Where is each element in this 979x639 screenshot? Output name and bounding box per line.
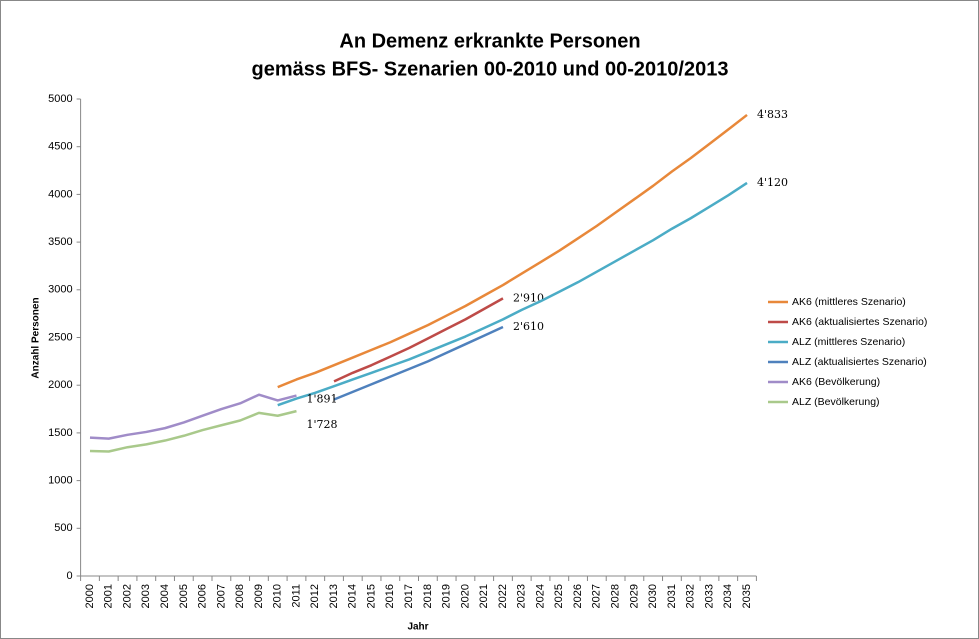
x-tick-label: 2013 [328, 584, 340, 608]
x-tick-label: 2008 [234, 584, 246, 608]
x-tick-label: 2020 [459, 584, 471, 608]
x-tick-label: 2017 [403, 584, 415, 608]
x-tick-label: 2015 [365, 584, 377, 608]
x-tick-label: 2002 [121, 584, 133, 608]
legend-label: ALZ (aktualisiertes Szenario) [792, 356, 927, 368]
x-tick-label: 2006 [197, 584, 209, 608]
data-label: 4'833 [757, 108, 788, 121]
series-line [277, 113, 748, 389]
x-tick-label: 2016 [384, 584, 396, 608]
data-label: 4'120 [757, 176, 788, 189]
x-tick-label: 2027 [591, 584, 603, 608]
y-tick-label: 3500 [48, 236, 72, 248]
legend-label: ALZ (mittleres Szenario) [792, 336, 905, 348]
x-tick-label: 2028 [610, 584, 622, 608]
series-line [333, 297, 504, 383]
x-axis-label: Jahr [407, 622, 428, 633]
x-tick-label: 2031 [666, 584, 678, 608]
x-tick-label: 2000 [84, 584, 96, 608]
y-tick-label: 4500 [48, 141, 72, 153]
x-tick-label: 2005 [178, 584, 190, 608]
x-tick-label: 2011 [290, 584, 302, 608]
data-label: 2'610 [513, 320, 544, 333]
x-tick-label: 2023 [516, 584, 528, 608]
x-tick-label: 2029 [628, 584, 640, 608]
x-tick-label: 2004 [159, 584, 171, 608]
y-axis-label: Anzahl Personen [31, 297, 42, 378]
y-tick-label: 2500 [48, 331, 72, 343]
series-line [89, 409, 297, 453]
chart-title: An Demenz erkrankte Personen [339, 30, 640, 52]
x-tick-label: 2033 [703, 584, 715, 608]
x-tick-label: 2007 [215, 584, 227, 608]
series-line [277, 181, 748, 407]
x-tick-label: 2012 [309, 584, 321, 608]
x-tick-label: 2030 [647, 584, 659, 608]
y-tick-label: 500 [54, 522, 72, 534]
y-tick-label: 1500 [48, 427, 72, 439]
legend-label: AK6 (Bevölkerung) [792, 376, 880, 388]
series-line [333, 325, 504, 401]
x-tick-label: 2035 [741, 584, 753, 608]
y-tick-label: 4000 [48, 188, 72, 200]
series-line [89, 393, 297, 440]
x-tick-label: 2014 [347, 584, 359, 608]
y-tick-label: 3000 [48, 284, 72, 296]
x-tick-label: 2018 [422, 584, 434, 608]
y-tick-label: 5000 [48, 93, 72, 105]
x-tick-label: 2009 [253, 584, 265, 608]
legend-label: ALZ (Bevölkerung) [792, 396, 880, 408]
x-tick-label: 2025 [553, 584, 565, 608]
x-tick-label: 2034 [722, 584, 734, 608]
data-label: 2'910 [513, 291, 544, 304]
y-tick-label: 2000 [48, 379, 72, 391]
x-tick-label: 2026 [572, 584, 584, 608]
x-tick-label: 2019 [441, 584, 453, 608]
x-tick-label: 2001 [103, 584, 115, 608]
legend-label: AK6 (aktualisiertes Szenario) [792, 316, 927, 328]
legend-label: AK6 (mittleres Szenario) [792, 296, 906, 308]
x-tick-label: 2021 [478, 584, 490, 608]
data-label: 1'891 [306, 393, 337, 406]
data-label: 1'728 [306, 418, 337, 431]
x-tick-label: 2022 [497, 584, 509, 608]
chart-subtitle: gemäss BFS- Szenarien 00-2010 und 00-201… [252, 58, 729, 80]
x-tick-label: 2024 [534, 584, 546, 608]
x-tick-label: 2003 [140, 584, 152, 608]
y-tick-label: 1000 [48, 475, 72, 487]
x-tick-label: 2010 [272, 584, 284, 608]
x-tick-label: 2032 [685, 584, 697, 608]
y-tick-label: 0 [66, 570, 72, 582]
